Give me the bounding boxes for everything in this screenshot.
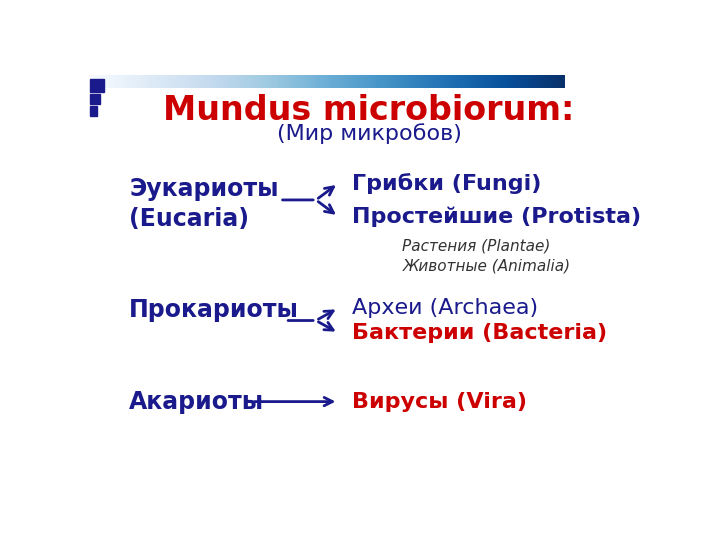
Bar: [90, 106, 97, 116]
Text: Акариоты: Акариоты: [129, 389, 264, 414]
Text: Бактерии (Bacteria): Бактерии (Bacteria): [352, 323, 608, 343]
Text: Прокариоты: Прокариоты: [129, 298, 299, 322]
Bar: [90, 94, 100, 104]
Text: Эукариоты
(Eucaria): Эукариоты (Eucaria): [129, 177, 279, 231]
Text: (Мир микробов): (Мир микробов): [276, 123, 462, 144]
Text: Растения (Plantae): Растения (Plantae): [402, 238, 551, 253]
Text: Простейшие (Protista): Простейшие (Protista): [352, 206, 642, 227]
Text: Вирусы (Vira): Вирусы (Vira): [352, 392, 527, 411]
Bar: [90, 79, 104, 92]
Text: Археи (Archaea): Археи (Archaea): [352, 298, 539, 318]
Text: Грибки (Fungi): Грибки (Fungi): [352, 173, 541, 194]
Text: Mundus microbiorum:: Mundus microbiorum:: [163, 94, 575, 127]
Text: Животные (Animalia): Животные (Animalia): [402, 259, 571, 274]
